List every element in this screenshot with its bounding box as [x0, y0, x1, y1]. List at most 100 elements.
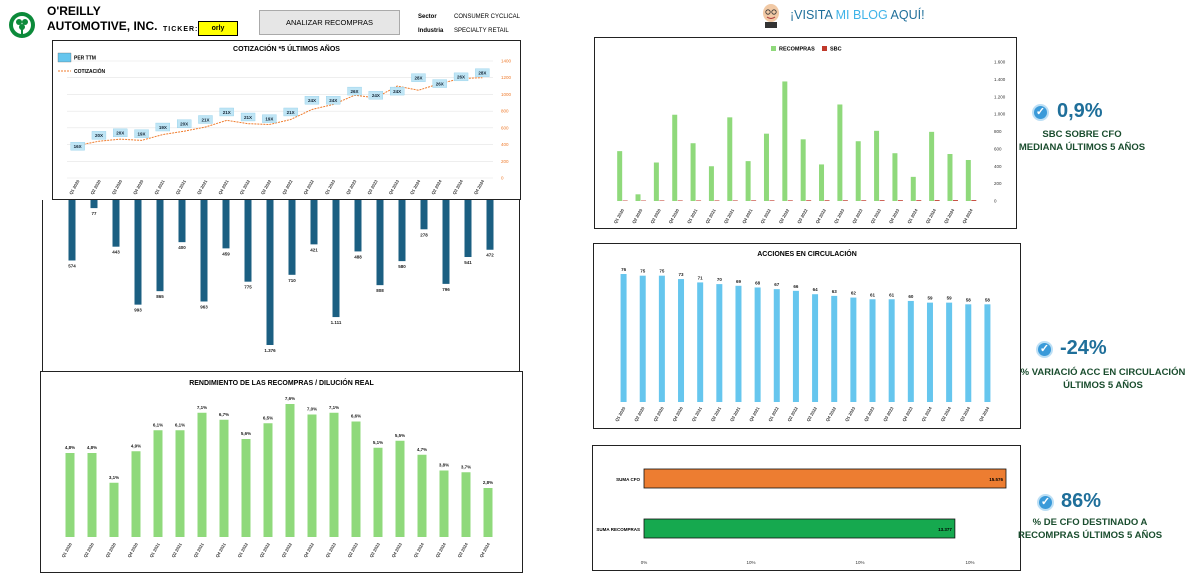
rendimiento-value-label: 4,7% [417, 447, 427, 452]
kpi-sbc-value: 0,9% [1057, 100, 1103, 122]
quarter-label: Q2 2020 [89, 178, 102, 195]
quarter-label: Q4 2023 [901, 405, 914, 422]
rendimiento-value-label: 6,1% [153, 422, 163, 427]
sbc-bar [879, 200, 885, 201]
recompras-bar [874, 130, 880, 201]
industry-label: Industria [418, 28, 444, 34]
quarter-label: Q4 2021 [741, 207, 754, 224]
legend-per-label: PER TTM [74, 56, 96, 62]
y-tick-label: 600 [994, 146, 1002, 151]
avatar[interactable] [758, 2, 784, 28]
rendimiento-bar [65, 453, 75, 537]
per-label-box [389, 86, 405, 96]
check-icon: ✓ [1036, 341, 1053, 358]
rendimiento-bar [263, 423, 273, 537]
quarter-label: Q2 2024 [430, 178, 443, 195]
recompras-bar [947, 154, 953, 201]
recompra-bar [420, 200, 428, 230]
quarter-label: Q4 2022 [815, 207, 828, 224]
per-label: 21X [287, 110, 295, 115]
quarter-label: Q4 2020 [672, 405, 685, 422]
x-tick-label: 10% [965, 560, 974, 565]
recompras-bar [819, 164, 825, 201]
rendimiento-plot: 4,8% 4,8% 3,1% 4,9% 6,1% 6,1% 7,1% 6,7% 5,6% 6,5%… [60, 396, 493, 558]
per-label-box [475, 68, 490, 77]
quarter-label: Q1 2023 [833, 207, 846, 224]
recompras-bar [910, 176, 916, 201]
rendimiento-bar [131, 451, 141, 537]
rendimiento-value-label: 7,6% [285, 396, 295, 401]
quarter-label: Q1 2022 [236, 541, 249, 558]
recompra-value-label: 488 [354, 254, 362, 259]
per-label-box [91, 131, 107, 140]
recompras-bar [892, 153, 898, 201]
recompras-bar [782, 81, 788, 201]
per-label-box [304, 96, 320, 105]
acciones-bar [888, 299, 895, 402]
kpi-acciones-value: -24% [1060, 337, 1107, 359]
y-tick-label: 200 [501, 159, 509, 164]
quarter-label: Q3 2020 [111, 178, 124, 195]
sbc-bar [861, 200, 867, 201]
acciones-title: ACCIONES EN CIRCULACIÓN [757, 251, 857, 258]
per-label: 20X [95, 133, 103, 138]
quarter-label: Q4 2023 [388, 178, 401, 195]
quarter-label: Q4 2022 [302, 178, 315, 195]
acciones-value-label: 70 [717, 277, 723, 282]
quarter-label: Q3 2022 [796, 207, 809, 224]
quarter-label: Q3 2024 [959, 405, 972, 422]
legend-recompras-label: RECOMPRAS [779, 47, 815, 53]
quarter-label: Q2 2022 [260, 178, 273, 195]
y-tick-label: 1400 [501, 59, 512, 64]
blog-link[interactable]: ¡VISITA MI BLOG AQUÍ! [790, 8, 925, 22]
sbc-bar [934, 200, 940, 201]
per-label-box [411, 73, 426, 82]
suma-category-label: SUMA CFO [616, 477, 640, 482]
recompra-bar [68, 200, 76, 261]
suma-chart: SUMA CFO 15.576 SUMA RECOMPRAS 13.377 0% 10% 1… [592, 445, 1021, 571]
sector-label: Sector [418, 14, 437, 20]
rendimiento-value-label: 7,1% [197, 405, 207, 410]
quarter-label: Q1 2023 [324, 178, 337, 195]
recompra-value-label: 580 [398, 264, 406, 269]
y-tick-label: 1.000 [994, 112, 1006, 117]
quarter-label: Q3 2024 [452, 178, 465, 195]
acciones-value-label: 67 [774, 282, 780, 287]
recompras-bar [837, 104, 843, 201]
recompra-bar [266, 200, 274, 345]
quarter-label: Q2 2022 [778, 207, 791, 224]
rendimiento-value-label: 7,0% [307, 407, 317, 412]
acciones-chart: ACCIONES EN CIRCULACIÓN 76 75 75 73 71 70 69 68… [593, 243, 1021, 429]
quarter-label: Q4 2020 [126, 541, 139, 558]
quarter-label: Q4 2022 [825, 405, 838, 422]
y-tick-label: 1000 [501, 92, 512, 97]
recompras-plot: 574 77 443 993 865 400 963 459 775 1.376 710 421 1.1… [68, 200, 494, 353]
recompras-bar [672, 114, 678, 201]
quarter-label: Q3 2022 [280, 541, 293, 558]
kpi-sbc-label-line1: SBC SOBRE CFO [1042, 129, 1122, 140]
quarter-label: Q2 2022 [258, 541, 271, 558]
rendimiento-bar [87, 453, 97, 537]
legend-sbc-label: SBC [830, 47, 842, 53]
acciones-bar [907, 300, 914, 402]
recompra-bar [464, 200, 472, 258]
rendimiento-bar [307, 414, 317, 537]
ticker-input[interactable]: orly [198, 21, 238, 36]
ticker-label: TICKER: [163, 26, 199, 33]
quarter-label: Q2 2023 [345, 178, 358, 195]
analyze-button[interactable]: ANALIZAR RECOMPRAS [259, 10, 400, 35]
recompras-bar [965, 159, 971, 201]
x-tick-label: 10% [746, 560, 755, 565]
per-label: 28X [478, 71, 486, 76]
acciones-bar [658, 275, 665, 402]
x-tick-label: 10% [855, 560, 864, 565]
kpi-sbc-label: SBC SOBRE CFO MEDIANA ÚLTIMOS 5 AÑOS [1012, 128, 1152, 154]
acciones-bar [946, 302, 953, 402]
quarter-label: Q2 2024 [434, 541, 447, 558]
industry-value: SPECIALTY RETAIL [454, 28, 509, 34]
recompra-bar [288, 200, 296, 275]
acciones-plot: 76 75 75 73 71 70 69 68 67 66 64 63 62 61 61 60 59 59 58 58… [614, 267, 991, 422]
y-tick-label: 1.400 [994, 77, 1006, 82]
per-label: 20X [116, 131, 124, 136]
sbc-bar [842, 200, 848, 201]
